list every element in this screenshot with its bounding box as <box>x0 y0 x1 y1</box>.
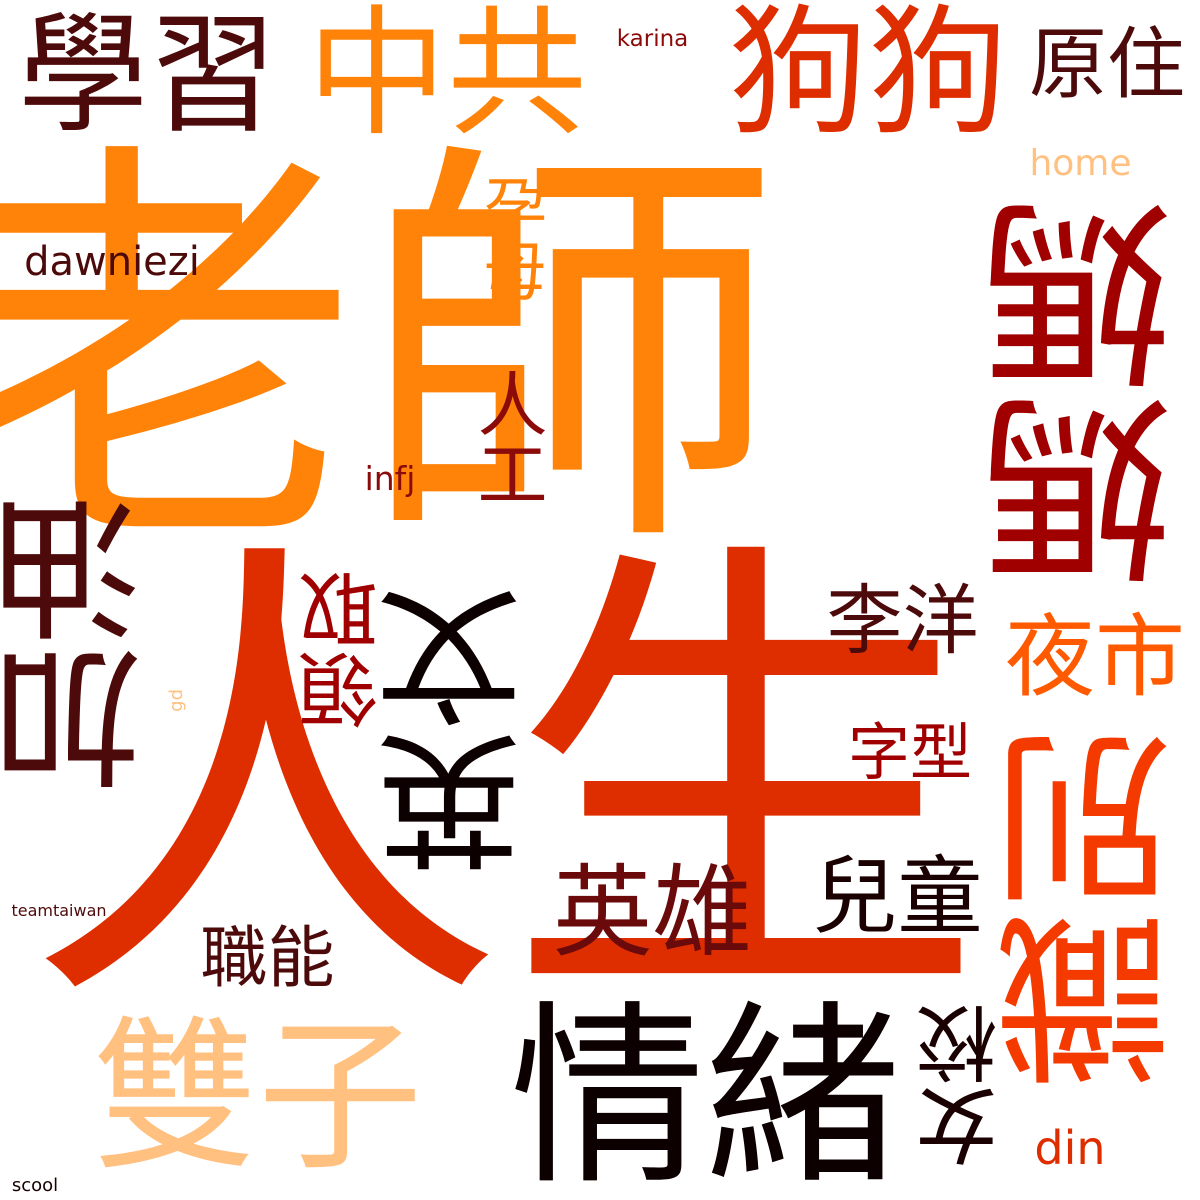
word-gd-text: gd <box>166 688 187 712</box>
word-jiayou-text: 加油 <box>0 495 167 795</box>
word-jiayou: 加油 <box>0 480 167 810</box>
word-scool-text: scool <box>11 1175 59 1196</box>
word-teamtaiwan: teamtaiwan <box>0 898 118 924</box>
word-rensheng: 人生 <box>10 535 1000 1035</box>
word-shibie: 識別 <box>995 700 1200 1120</box>
word-din-text: din <box>1034 1121 1106 1175</box>
word-yunmu-text: 孕母 <box>472 174 546 302</box>
word-karina: karina <box>600 20 705 58</box>
word-teamtaiwan-text: teamtaiwan <box>11 901 107 920</box>
word-infj-text: infj <box>364 458 416 498</box>
word-home-text: home <box>1029 143 1132 184</box>
word-zixing-text: 字型 <box>847 716 972 789</box>
word-scool: scool <box>0 1172 70 1200</box>
word-home: home <box>1018 140 1143 188</box>
word-yingxiong: 英雄 <box>545 860 760 965</box>
word-yuanzhu: 原住 <box>1022 20 1192 110</box>
word-dawniezi: dawniezi <box>12 238 212 286</box>
word-gougou: 狗狗 <box>718 0 1018 148</box>
word-gd: gd <box>160 680 194 720</box>
word-liyang-text: 李洋 <box>826 576 979 665</box>
word-mama: 媽媽 <box>979 168 1200 618</box>
word-ertong: 兒童 <box>805 850 990 945</box>
word-zhineng: 職能 <box>195 920 340 996</box>
word-xuexi-text: 學習 <box>17 0 278 151</box>
word-qingxu: 情緒 <box>500 995 910 1200</box>
word-lingqu-text: 領取 <box>298 570 391 730</box>
word-liyang: 李洋 <box>815 580 990 662</box>
word-yingwen: 英文 <box>378 570 547 890</box>
word-xuexi: 學習 <box>8 5 288 145</box>
word-yeshi-text: 夜市 <box>1005 604 1185 710</box>
word-mama-text: 媽媽 <box>979 198 1200 588</box>
word-qingxu-text: 情緒 <box>510 984 900 1200</box>
word-dawniezi-text: dawniezi <box>24 239 200 285</box>
word-zhonggong-text: 中共 <box>306 0 587 156</box>
word-rengong: 人工 <box>466 360 548 515</box>
word-yunmu: 孕母 <box>470 168 548 308</box>
word-nvxiao: 女校 <box>917 995 1012 1175</box>
word-shuangzi: 雙子 <box>85 1010 430 1185</box>
word-yeshi: 夜市 <box>995 610 1195 705</box>
word-karina-text: karina <box>616 25 689 52</box>
word-gougou-text: 狗狗 <box>727 0 1008 155</box>
word-zixing: 字型 <box>835 718 985 788</box>
word-zhineng-text: 職能 <box>200 918 335 997</box>
word-yuanzhu-text: 原住 <box>1028 20 1185 110</box>
word-yingwen-text: 英文 <box>378 585 547 875</box>
word-laoshi-text: 老師 <box>0 110 780 599</box>
word-infj: infj <box>350 455 430 501</box>
word-lingqu: 領取 <box>298 560 391 740</box>
word-ertong-text: 兒童 <box>812 848 983 947</box>
word-rengong-text: 人工 <box>466 367 548 508</box>
word-din: din <box>1020 1118 1120 1178</box>
word-shibie-text: 識別 <box>995 730 1200 1090</box>
word-laoshi: 老師 <box>0 115 780 595</box>
word-yingxiong-text: 英雄 <box>552 853 753 971</box>
word-shuangzi-text: 雙子 <box>92 1001 423 1193</box>
word-zhonggong: 中共 <box>282 0 612 150</box>
word-rensheng-text: 人生 <box>25 505 985 1064</box>
word-nvxiao-text: 女校 <box>917 1003 1012 1167</box>
